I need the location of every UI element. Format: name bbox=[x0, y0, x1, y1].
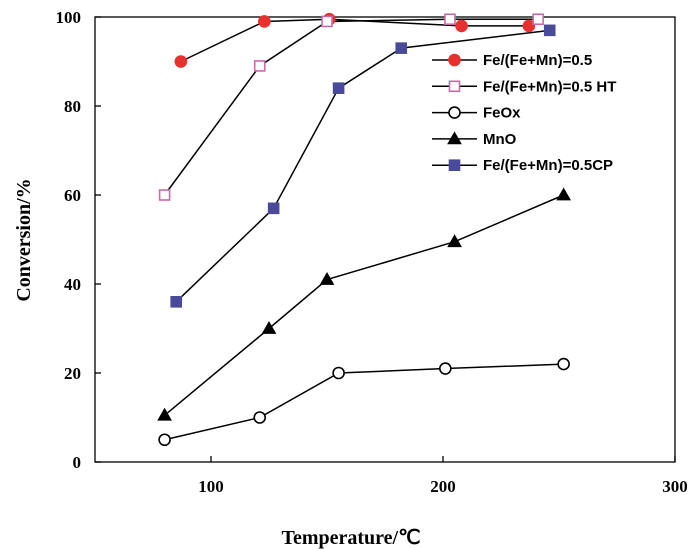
data-point bbox=[174, 55, 188, 68]
y-axis: 0 20 40 60 80 100 bbox=[56, 8, 101, 472]
legend-marker bbox=[448, 53, 461, 67]
x-tick-label: 100 bbox=[198, 477, 224, 496]
data-point bbox=[444, 13, 456, 26]
data-point bbox=[158, 433, 171, 447]
legend-marker bbox=[448, 106, 461, 119]
legend-marker bbox=[447, 131, 462, 145]
data-point bbox=[321, 15, 333, 28]
data-point bbox=[332, 82, 345, 94]
data-point bbox=[557, 357, 570, 371]
y-tick-label: 60 bbox=[64, 186, 81, 205]
y-tick-label: 40 bbox=[64, 275, 81, 294]
data-point bbox=[267, 202, 280, 215]
series-markers bbox=[157, 12, 572, 447]
data-point bbox=[258, 15, 271, 28]
x-axis: 100 200 300 bbox=[198, 456, 688, 496]
legend-label: Fe/(Fe+Mn)=0.5CP bbox=[483, 157, 613, 174]
data-point bbox=[158, 189, 171, 201]
data-point bbox=[522, 19, 536, 33]
data-point bbox=[455, 19, 468, 33]
data-point bbox=[447, 234, 462, 248]
legend-label: FeOx bbox=[483, 105, 521, 122]
x-tick-label: 200 bbox=[430, 477, 456, 496]
series-line bbox=[180, 18, 529, 63]
y-tick-label: 0 bbox=[73, 453, 82, 472]
data-point bbox=[332, 366, 345, 380]
series-line bbox=[164, 363, 564, 441]
legend-label: MnO bbox=[483, 131, 517, 148]
y-tick-label: 20 bbox=[64, 364, 81, 383]
x-tick-label: 300 bbox=[662, 477, 688, 496]
data-point bbox=[532, 13, 544, 26]
y-tick-label: 80 bbox=[64, 97, 81, 116]
x-axis-title: Temperature/℃ bbox=[281, 527, 420, 549]
data-point bbox=[319, 272, 335, 285]
plot-area bbox=[94, 16, 676, 463]
legend-label: Fe/(Fe+Mn)=0.5 bbox=[483, 52, 592, 69]
series-line bbox=[164, 194, 564, 416]
data-point bbox=[556, 187, 572, 201]
data-point bbox=[261, 320, 277, 334]
data-point bbox=[253, 411, 267, 424]
y-axis-title: Conversion/% bbox=[13, 178, 35, 301]
data-point bbox=[439, 362, 452, 375]
legend-label: Fe/(Fe+Mn)=0.5 HT bbox=[483, 78, 616, 95]
legend-marker bbox=[448, 159, 461, 171]
legend: Fe/(Fe+Mn)=0.5 Fe/(Fe+Mn)=0.5 HT FeOx MnO Fe… bbox=[432, 52, 616, 174]
data-point bbox=[543, 24, 556, 37]
data-point bbox=[395, 42, 408, 54]
data-point bbox=[157, 407, 172, 421]
data-point bbox=[170, 295, 182, 308]
legend-marker bbox=[448, 80, 461, 93]
y-tick-label: 100 bbox=[56, 8, 82, 27]
data-point bbox=[253, 60, 266, 72]
